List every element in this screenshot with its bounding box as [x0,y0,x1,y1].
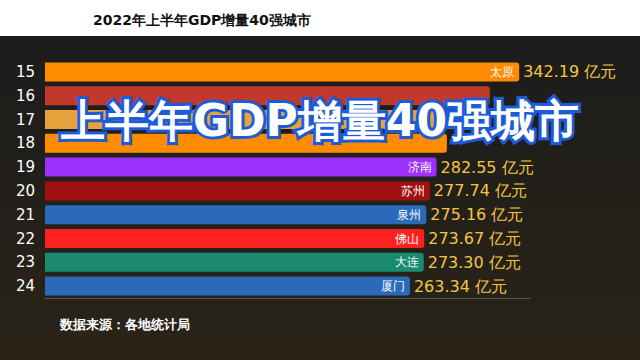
svg-text:苏州: 苏州 [401,184,425,198]
svg-text:17: 17 [16,111,35,129]
svg-text:19: 19 [16,158,35,176]
svg-text:太原: 太原 [490,65,514,79]
svg-text:22: 22 [16,230,35,248]
svg-text:275.16 亿元: 275.16 亿元 [430,205,523,224]
svg-text:20: 20 [16,182,35,200]
svg-text:21: 21 [16,206,35,224]
svg-text:18: 18 [16,134,35,152]
svg-text:273.30 亿元: 273.30 亿元 [428,253,521,272]
svg-text:大连: 大连 [395,255,419,269]
svg-text:342.19 亿元: 342.19 亿元 [523,62,616,81]
svg-text:上半年GDP增量40强城市: 上半年GDP增量40强城市 [61,95,579,146]
svg-text:佛山: 佛山 [395,232,419,246]
svg-text:16: 16 [16,87,35,105]
svg-text:24: 24 [16,277,35,295]
svg-text:数据来源：各地统计局: 数据来源：各地统计局 [59,317,190,332]
svg-text:济南: 济南 [408,160,432,174]
svg-text:273.67 亿元: 273.67 亿元 [428,229,521,248]
svg-text:263.34 亿元: 263.34 亿元 [414,277,507,296]
svg-text:厦门: 厦门 [381,279,405,293]
svg-text:泉州: 泉州 [397,208,421,222]
svg-text:282.55 亿元: 282.55 亿元 [441,158,534,177]
svg-text:277.74 亿元: 277.74 亿元 [434,181,527,200]
svg-text:23: 23 [16,253,35,271]
svg-text:2022年上半年GDP增量40强城市: 2022年上半年GDP增量40强城市 [93,12,311,28]
svg-text:15: 15 [16,63,35,81]
